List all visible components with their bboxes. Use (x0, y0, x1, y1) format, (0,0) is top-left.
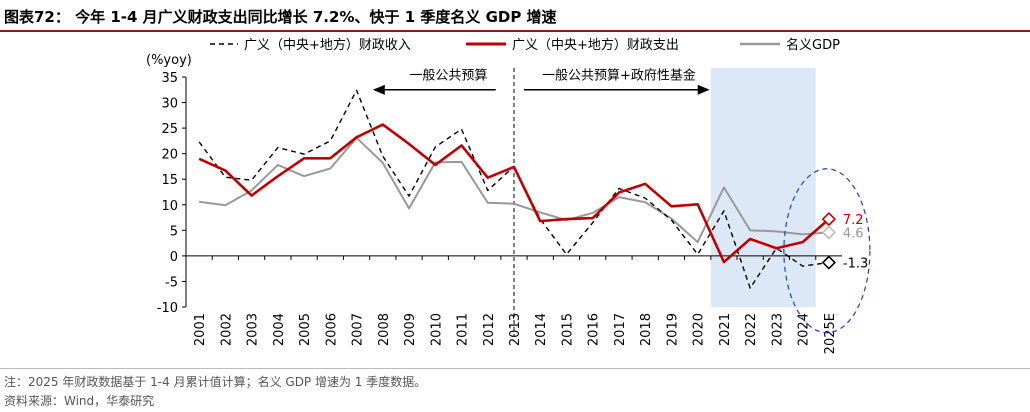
y-tick-label: -10 (157, 301, 178, 316)
plot-area (198, 89, 830, 289)
x-tick-label: 2006 (324, 313, 339, 346)
period-annotations: 一般公共预算 一般公共预算+政府性基金 (409, 68, 696, 84)
legend-label-revenue: 广义（中央+地方）财政收入 (244, 37, 411, 53)
x-tick-label: 2023 (770, 313, 785, 346)
axes: -10 -5 0 5 10 15 20 25 30 35 2001 2002 2003 2004 2005 2… (157, 68, 842, 354)
legend-label-expenditure: 广义（中央+地方）财政支出 (512, 37, 679, 53)
x-tick-label: 2008 (377, 313, 392, 346)
x-tick-label: 2014 (534, 313, 549, 346)
y-axis-label: (%yoy) (146, 53, 192, 68)
x-tick-label: 2003 (246, 313, 261, 346)
arrow-right-head (697, 84, 710, 95)
x-tick-label: 2021 (718, 313, 733, 346)
x-tick-label: 2017 (613, 313, 628, 346)
end-value-label: 7.2 (843, 213, 864, 228)
chart: 广义（中央+地方）财政收入 广义（中央+地方）财政支出 名义GDP (%yoy)… (146, 37, 871, 354)
figure-title: 图表72： 今年 1-4 月广义财政支出同比增长 7.2%、快于 1 季度名义 … (4, 8, 557, 26)
x-tick-label: 2011 (456, 313, 471, 346)
x-tick-label: 2025E (823, 313, 838, 354)
legend-label-gdp: 名义GDP (786, 37, 840, 53)
x-tick-label: 2020 (692, 313, 707, 346)
annotation-general-budget: 一般公共预算 (409, 68, 487, 84)
end-marker (821, 211, 837, 227)
x-tick-label: 2005 (298, 313, 313, 346)
x-tick-label: 2001 (193, 313, 208, 346)
arrow-left-head (372, 84, 385, 95)
x-tick-label: 2016 (587, 313, 602, 346)
x-tick-label: 2007 (351, 313, 366, 346)
highlight-ellipse (783, 168, 871, 334)
annotation-budget-plus-fund: 一般公共预算+政府性基金 (542, 68, 696, 84)
y-tick-label: 25 (161, 122, 178, 137)
title-bar: 图表72： 今年 1-4 月广义财政支出同比增长 7.2%、快于 1 季度名义 … (0, 0, 1030, 32)
x-tick-label: 2009 (403, 313, 418, 346)
y-tick-label: 35 (161, 71, 178, 86)
y-tick-label: -5 (165, 275, 178, 290)
legend: 广义（中央+地方）财政收入 广义（中央+地方）财政支出 名义GDP (210, 37, 840, 53)
x-tick-label: 2013 (508, 313, 523, 346)
x-tick-label: 2012 (482, 313, 497, 346)
y-tick-label: 30 (161, 97, 178, 112)
x-tick-label: 2015 (560, 313, 575, 346)
x-tick-label: 2018 (639, 313, 654, 346)
x-tick-label: 2004 (272, 313, 287, 346)
projection-highlight-band (710, 68, 816, 307)
end-markers: 7.24.6 -1.3 (821, 211, 868, 272)
source-line: 资料来源：Wind，华泰研究 (4, 394, 155, 408)
y-tick-label: 10 (161, 199, 178, 214)
end-marker (821, 225, 837, 240)
y-tick-label: 15 (161, 173, 178, 188)
y-tick-label: 0 (170, 250, 178, 265)
footnote: 注：2025 年财政数据基于 1-4 月累计值计算；名义 GDP 增速为 1 季… (4, 375, 427, 389)
end-marker (821, 255, 837, 270)
x-tick-label: 2002 (219, 313, 234, 346)
x-tick-label: 2010 (429, 313, 444, 346)
y-tick-label: 20 (161, 148, 178, 163)
series-line-gdp (198, 136, 829, 244)
end-value-label: 4.6 (843, 226, 864, 241)
series-line-expenditure (198, 123, 830, 264)
footer-rule (0, 368, 1030, 369)
y-tick-label: 5 (170, 224, 178, 239)
x-tick-label: 2024 (797, 313, 812, 346)
x-tick-label: 2022 (744, 313, 759, 346)
x-tick-label: 2019 (665, 313, 680, 346)
end-value-label: -1.3 (843, 257, 868, 272)
